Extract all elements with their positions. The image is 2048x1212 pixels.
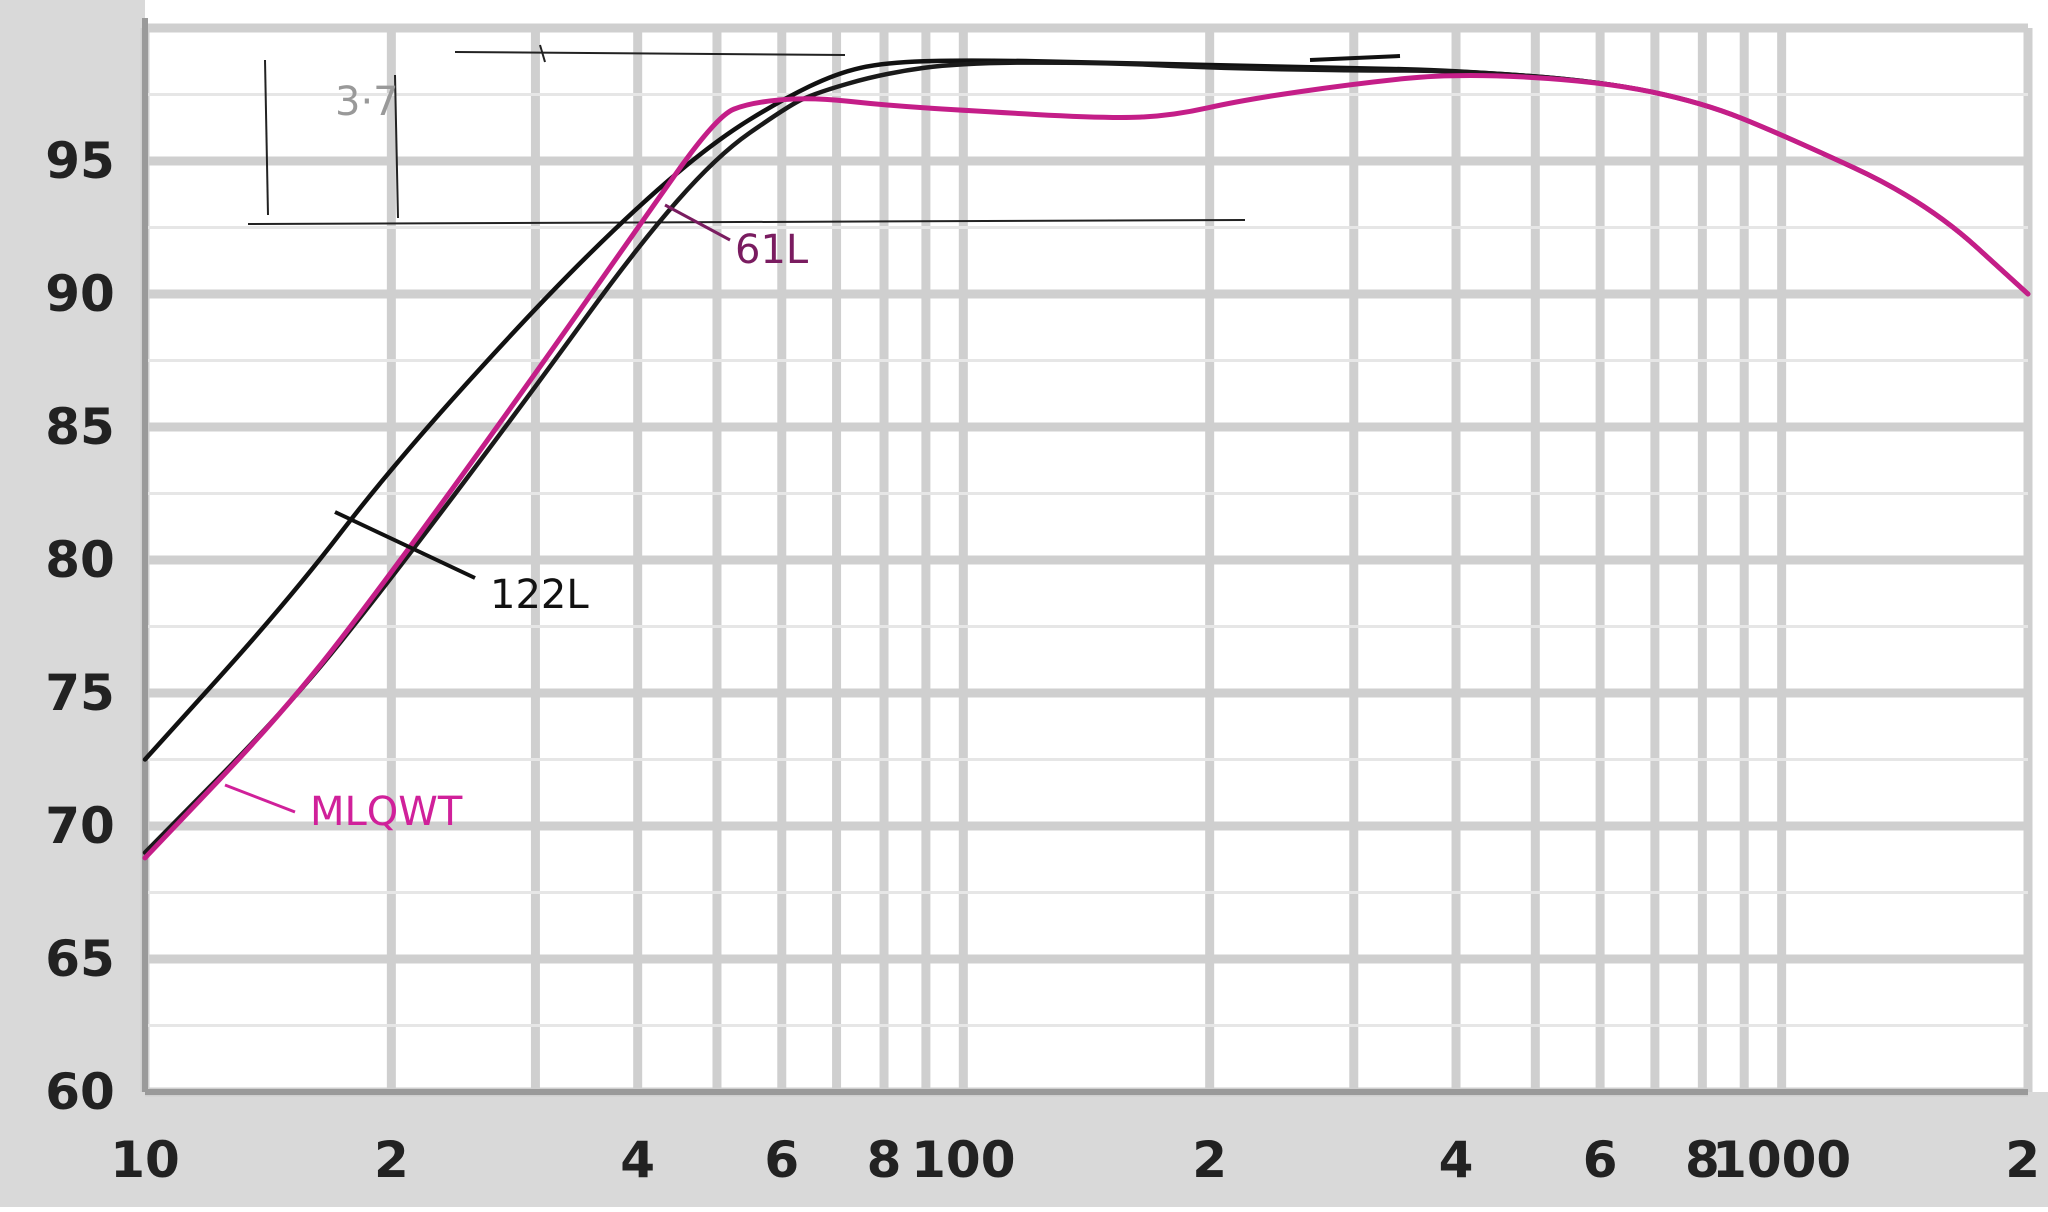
x-tick-label: 6 — [1583, 1131, 1618, 1189]
x-axis-band — [0, 1092, 2048, 1207]
y-axis-band — [0, 0, 145, 1207]
x-tick-label: 10 — [110, 1131, 180, 1189]
series-group — [142, 58, 2031, 861]
annotation-label: 3·7 — [335, 79, 399, 125]
x-tick-label: 100 — [911, 1131, 1015, 1189]
x-tick-label: 2 — [374, 1131, 409, 1189]
x-tick-label: 8 — [867, 1131, 902, 1189]
y-tick-label: 70 — [45, 797, 115, 855]
dimension-marks — [247, 44, 1401, 225]
y-tick-label: 80 — [45, 531, 115, 589]
x-tick-label: 6 — [764, 1131, 799, 1189]
y-tick-label: 60 — [45, 1063, 115, 1121]
dimension-line — [1309, 54, 1401, 62]
x-tick-label: 2 — [2005, 1131, 2040, 1189]
annotation-leader — [224, 783, 296, 814]
x-tick-label: 1000 — [1712, 1131, 1851, 1189]
series-line — [142, 73, 2031, 861]
x-tick-label: 4 — [1439, 1131, 1474, 1189]
x-tick-label: 4 — [620, 1131, 655, 1189]
y-tick-label: 95 — [45, 132, 115, 190]
dimension-line — [264, 59, 269, 216]
x-tick-label: 8 — [1685, 1131, 1720, 1189]
annotation-label: MLQWT — [310, 789, 463, 835]
annotation-leader — [334, 510, 476, 580]
y-tick-label: 75 — [45, 664, 115, 722]
dimension-line — [247, 219, 1246, 225]
dimension-line — [539, 44, 546, 63]
x-tick-label: 2 — [1192, 1131, 1227, 1189]
y-tick-label: 65 — [45, 930, 115, 988]
dimension-line — [394, 74, 399, 219]
annotation-leader — [664, 203, 731, 242]
annotation-label: 122L — [490, 572, 589, 618]
y-tick-label: 85 — [45, 398, 115, 456]
y-tick-label: 90 — [45, 265, 115, 323]
annotation-label: 61L — [735, 227, 809, 273]
dimension-line — [454, 51, 846, 56]
